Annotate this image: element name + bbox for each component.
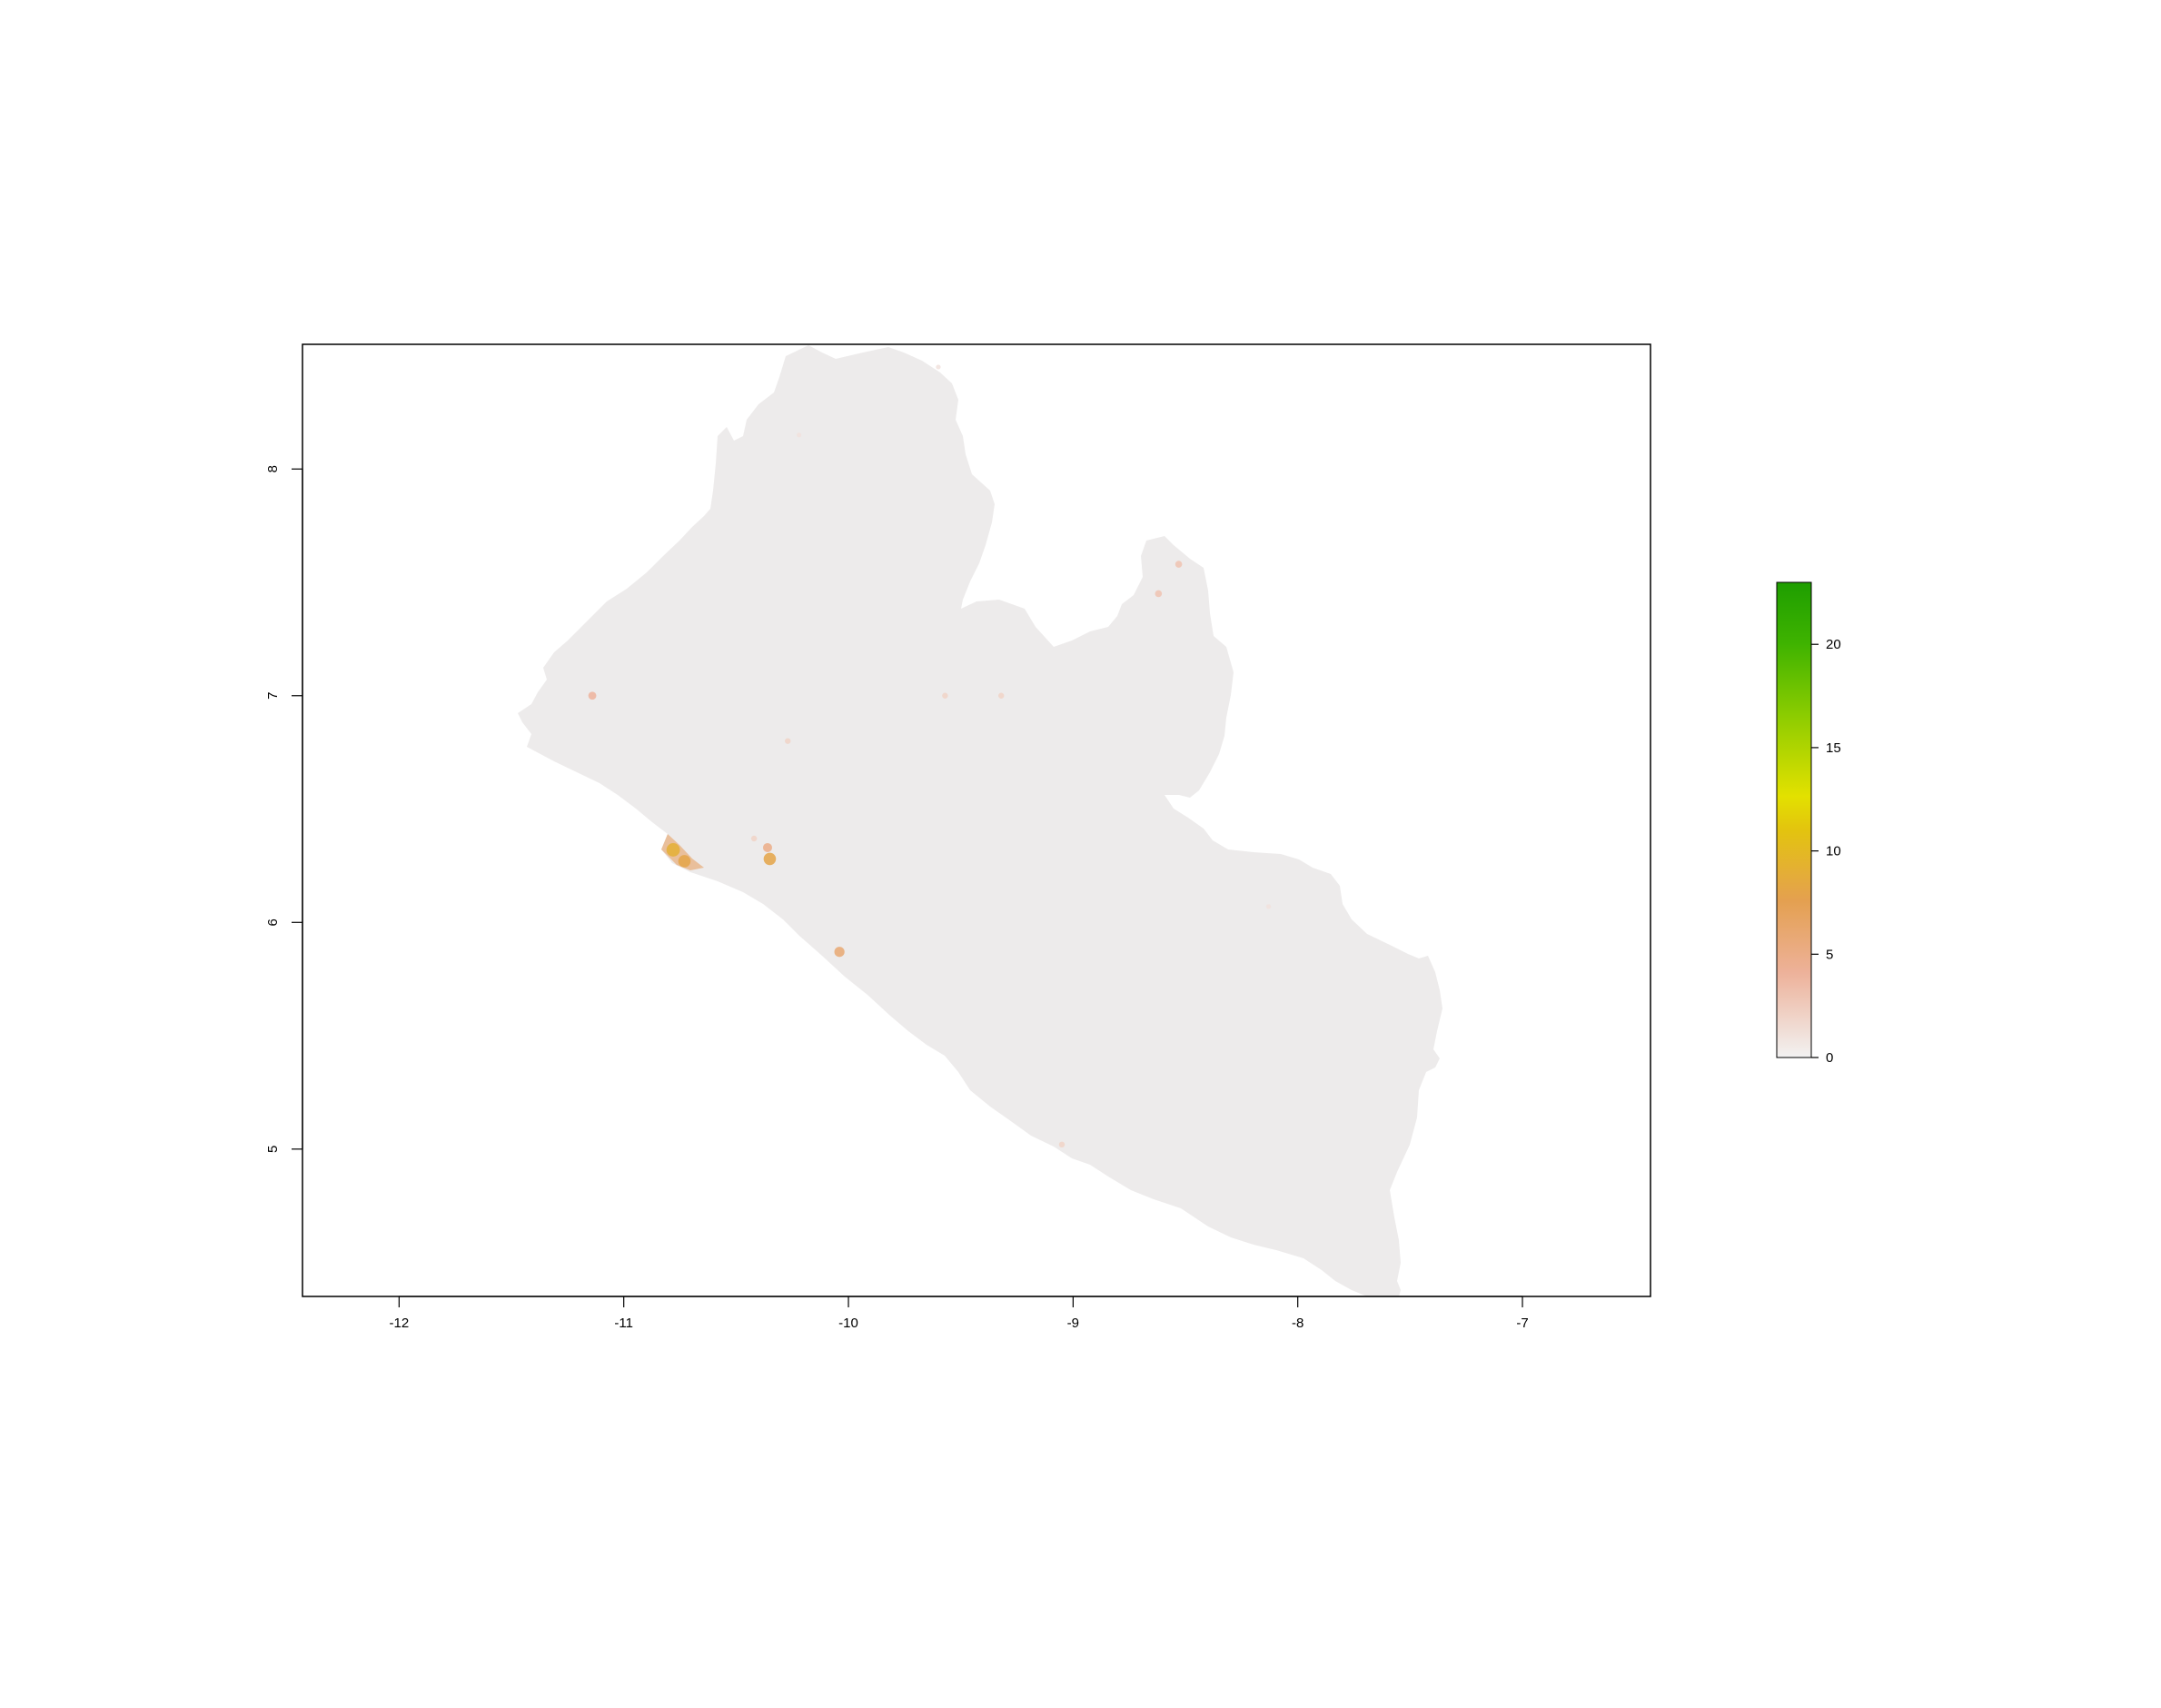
x-tick-label: -7 [1516, 1316, 1528, 1331]
y-axis: 5 6 7 8 [265, 465, 303, 1153]
hotspot-cell [1265, 904, 1272, 909]
hotspot-cell [797, 432, 802, 438]
legend-tick-label: 0 [1826, 1050, 1833, 1066]
hotspot-cell [1058, 1141, 1066, 1148]
hotspot-cell [834, 947, 845, 958]
legend-tick-label: 5 [1826, 947, 1833, 962]
hotspot-cell [936, 364, 941, 370]
hotspot-cell [763, 852, 777, 866]
y-tick-label: 5 [265, 1146, 281, 1153]
legend-tick-label: 15 [1826, 740, 1841, 756]
coastal-hotspot [661, 834, 704, 870]
hotspot-cell [1155, 590, 1163, 598]
raster-layer [518, 345, 1442, 1296]
y-tick-label: 8 [265, 465, 281, 472]
legend-colorbar [1776, 581, 1812, 1058]
hotspot-cell [785, 738, 791, 744]
x-tick-label: -10 [838, 1316, 858, 1331]
x-tick-label: -11 [614, 1316, 633, 1331]
x-tick-label: -8 [1292, 1316, 1304, 1331]
country-shape [518, 345, 1442, 1296]
x-tick-label: -12 [390, 1316, 410, 1331]
y-tick-label: 6 [265, 919, 281, 926]
x-axis: -12 -11 -10 -9 -8 -7 [390, 1296, 1529, 1331]
hotspot-cell [998, 692, 1005, 699]
legend-ticks: 0 5 10 15 20 [1811, 637, 1841, 1066]
x-tick-label: -9 [1067, 1316, 1079, 1331]
hotspot-cell [942, 692, 948, 699]
hotspot-layer [588, 364, 1272, 1148]
hotspot-cell [588, 691, 597, 700]
hotspot-cell [762, 842, 772, 852]
legend-tick-label: 10 [1826, 844, 1841, 859]
hotspot-cell [678, 855, 691, 868]
y-tick-label: 7 [265, 692, 281, 700]
color-legend: 0 5 10 15 20 [1776, 581, 1841, 1066]
legend-tick-label: 20 [1826, 637, 1841, 652]
hotspot-cell [1175, 561, 1183, 568]
hotspot-cell [666, 843, 680, 857]
hotspot-cell [750, 835, 758, 842]
